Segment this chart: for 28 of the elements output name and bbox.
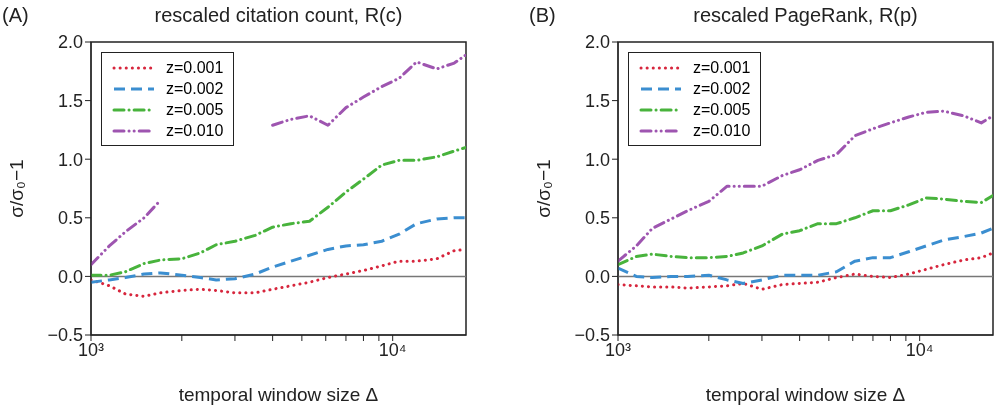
x-tick-label: 10⁴ bbox=[905, 339, 934, 360]
y-tick-label: 0.5 bbox=[584, 208, 610, 229]
chart-title: rescaled PageRank, R(p) bbox=[692, 4, 919, 27]
y-tick-label: 2.0 bbox=[584, 32, 610, 53]
y-tick-label: 1.5 bbox=[57, 90, 83, 111]
legend-label: z=0.002 bbox=[166, 79, 224, 98]
x-tick-label: 10⁴ bbox=[378, 339, 407, 360]
x-axis-title: temporal window size Δ bbox=[178, 384, 379, 405]
y-axis-title: σ/σ₀−1 bbox=[532, 159, 554, 218]
legend-label: z=0.005 bbox=[693, 100, 751, 119]
y-tick-label: 1.0 bbox=[57, 149, 83, 170]
legend-label: z=0.001 bbox=[166, 58, 224, 77]
y-tick-label: 2.0 bbox=[57, 32, 83, 53]
x-axis-title: temporal window size Δ bbox=[705, 384, 906, 405]
y-tick-label: 0.0 bbox=[57, 266, 83, 287]
y-tick-label: 1.5 bbox=[584, 90, 610, 111]
chart-title: rescaled citation count, R(c) bbox=[153, 4, 404, 27]
legend-label: z=0.010 bbox=[166, 121, 224, 140]
legend-label: z=0.001 bbox=[693, 58, 751, 77]
text: (A) bbox=[2, 4, 29, 27]
y-tick-label: 0.0 bbox=[584, 266, 610, 287]
legend-label: z=0.005 bbox=[166, 100, 224, 119]
y-axis-title: σ/σ₀−1 bbox=[5, 159, 27, 218]
y-tick-label: 0.5 bbox=[57, 208, 83, 229]
legend-label: z=0.002 bbox=[693, 79, 751, 98]
legend-label: z=0.010 bbox=[693, 121, 751, 140]
text: (B) bbox=[529, 4, 556, 27]
y-tick-label: 1.0 bbox=[584, 149, 610, 170]
